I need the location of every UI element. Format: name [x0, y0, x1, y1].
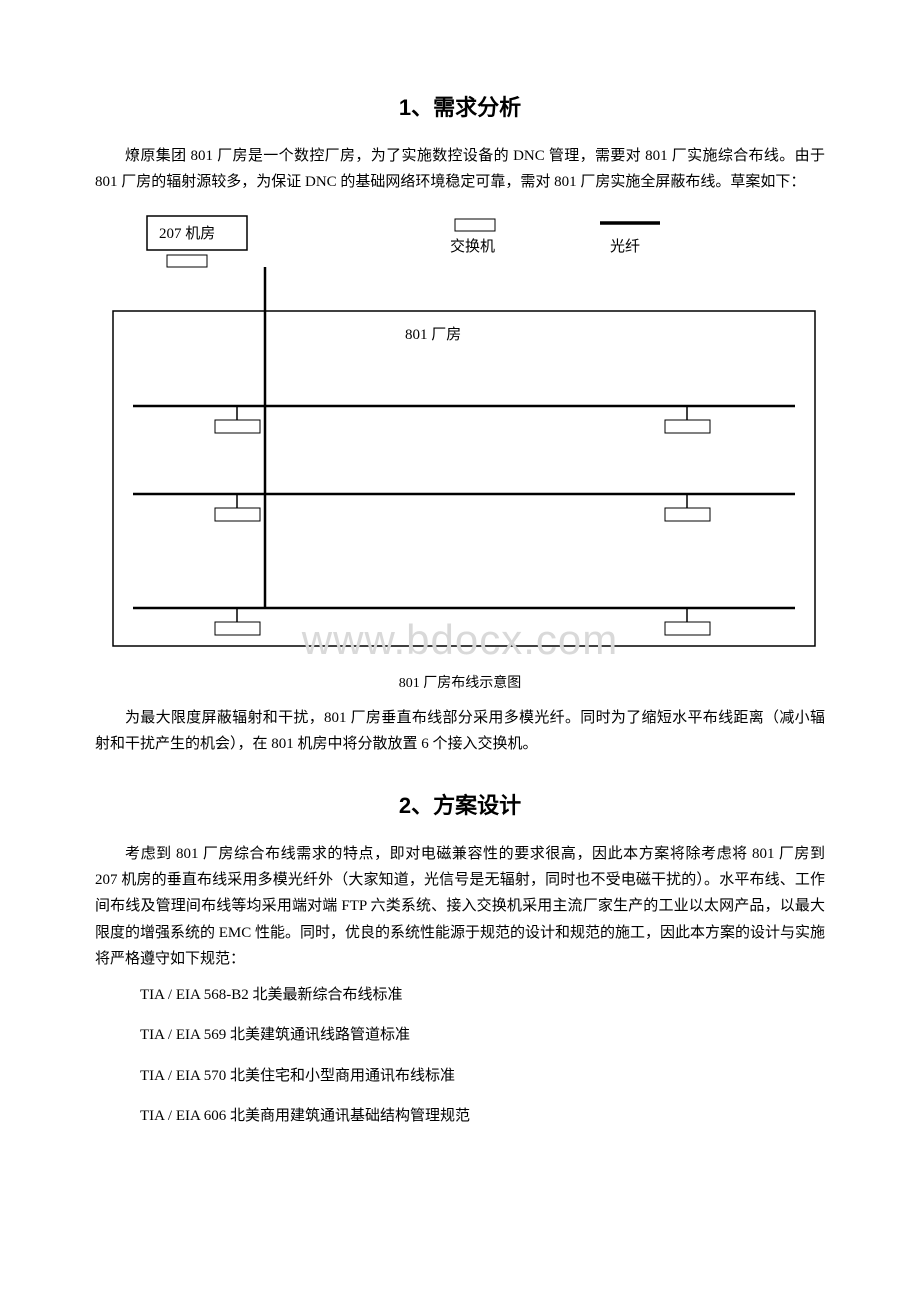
section-2-p1: 考虑到 801 厂房综合布线需求的特点，即对电磁兼容性的要求很高，因此本方案将除… — [95, 841, 825, 972]
standard-item: TIA / EIA 568-B2 北美最新综合布线标准 — [140, 982, 825, 1008]
diagram-container: 207 机房交换机光纤801 厂房 www.bdocx.com — [95, 211, 825, 671]
section-1-p1: 燎原集团 801 厂房是一个数控厂房，为了实施数控设备的 DNC 管理，需要对 … — [95, 143, 825, 196]
standards-list: TIA / EIA 568-B2 北美最新综合布线标准 TIA / EIA 569… — [95, 982, 825, 1129]
standard-item: TIA / EIA 569 北美建筑通讯线路管道标准 — [140, 1022, 825, 1048]
svg-text:交换机: 交换机 — [450, 237, 495, 255]
svg-text:207 机房: 207 机房 — [159, 225, 215, 242]
section-1: 1、需求分析 燎原集团 801 厂房是一个数控厂房，为了实施数控设备的 DNC … — [95, 90, 825, 758]
cabling-diagram: 207 机房交换机 光纤 801 厂房 — [95, 211, 825, 671]
section-2-heading: 2、方案设计 — [95, 788, 825, 823]
svg-text:801 厂房: 801 厂房 — [405, 326, 461, 343]
section-2: 2、方案设计 考虑到 801 厂房综合布线需求的特点，即对电磁兼容性的要求很高，… — [95, 788, 825, 1129]
section-1-heading: 1、需求分析 — [95, 90, 825, 125]
standard-item: TIA / EIA 606 北美商用建筑通讯基础结构管理规范 — [140, 1103, 825, 1129]
diagram-caption: 801 厂房布线示意图 — [95, 673, 825, 695]
svg-text:光纤: 光纤 — [610, 238, 640, 255]
section-1-p2: 为最大限度屏蔽辐射和干扰，801 厂房垂直布线部分采用多模光纤。同时为了缩短水平… — [95, 705, 825, 758]
standard-item: TIA / EIA 570 北美住宅和小型商用通讯布线标准 — [140, 1063, 825, 1089]
